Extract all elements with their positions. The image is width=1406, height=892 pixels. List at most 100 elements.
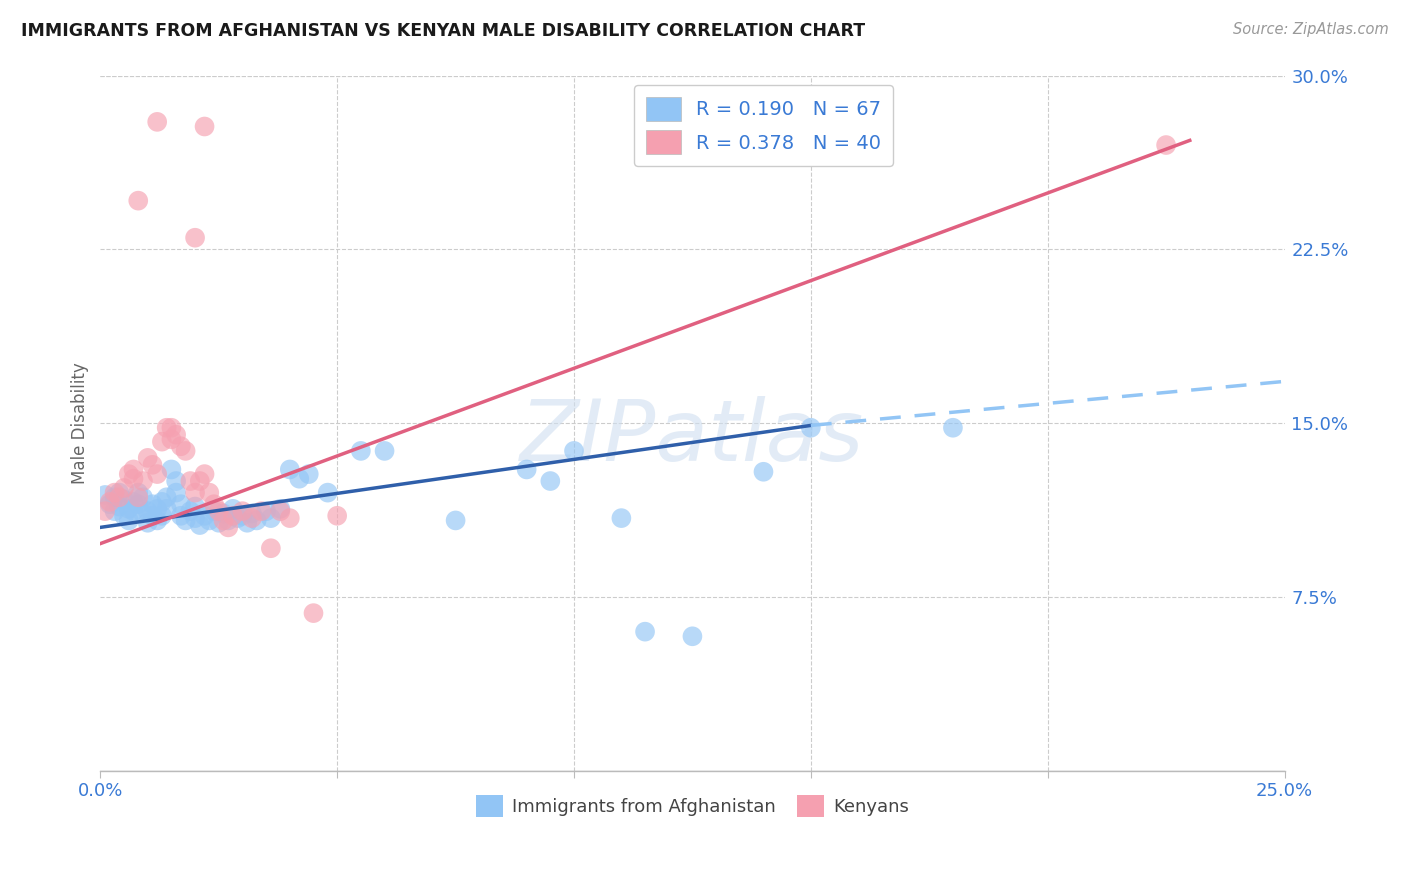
Point: [278, 462, 301, 476]
Point: [146, 501, 169, 516]
Point: [165, 474, 187, 488]
Point: [141, 458, 163, 472]
Point: [269, 504, 291, 518]
Point: [188, 474, 211, 488]
Point: [246, 513, 269, 527]
Point: [198, 513, 221, 527]
Point: [160, 433, 183, 447]
Point: [634, 624, 657, 639]
Point: [127, 490, 149, 504]
Point: [538, 474, 561, 488]
Point: [240, 507, 263, 521]
Point: [326, 508, 349, 523]
Y-axis label: Male Disability: Male Disability: [72, 362, 89, 484]
Point: [108, 485, 131, 500]
Point: [260, 541, 283, 556]
Point: [118, 467, 141, 481]
Point: [174, 444, 197, 458]
Point: [350, 444, 373, 458]
Point: [165, 427, 187, 442]
Point: [146, 513, 169, 527]
Point: [202, 497, 225, 511]
Point: [254, 504, 277, 518]
Point: [198, 485, 221, 500]
Point: [193, 467, 215, 481]
Point: [150, 508, 173, 523]
Point: [193, 508, 215, 523]
Point: [141, 508, 163, 523]
Point: [374, 444, 396, 458]
Point: [236, 516, 259, 530]
Point: [165, 485, 187, 500]
Point: [103, 504, 125, 518]
Point: [160, 421, 183, 435]
Point: [150, 434, 173, 449]
Point: [156, 490, 179, 504]
Point: [122, 504, 145, 518]
Point: [132, 474, 155, 488]
Point: [184, 485, 207, 500]
Point: [188, 518, 211, 533]
Point: [103, 485, 125, 500]
Point: [150, 495, 173, 509]
Point: [212, 507, 235, 521]
Point: [288, 472, 311, 486]
Point: [94, 488, 117, 502]
Point: [208, 516, 231, 530]
Point: [127, 497, 149, 511]
Point: [132, 507, 155, 521]
Point: [122, 462, 145, 476]
Point: [1154, 138, 1177, 153]
Point: [800, 421, 823, 435]
Point: [226, 511, 249, 525]
Point: [112, 481, 135, 495]
Point: [269, 501, 291, 516]
Text: ZIPatlas: ZIPatlas: [520, 395, 865, 478]
Point: [681, 629, 703, 643]
Point: [160, 462, 183, 476]
Point: [112, 508, 135, 523]
Point: [174, 513, 197, 527]
Point: [562, 444, 585, 458]
Point: [108, 500, 131, 514]
Point: [146, 115, 169, 129]
Point: [103, 490, 125, 504]
Point: [260, 511, 283, 525]
Point: [610, 511, 633, 525]
Point: [108, 490, 131, 504]
Point: [98, 497, 121, 511]
Point: [278, 511, 301, 525]
Point: [193, 120, 215, 134]
Text: IMMIGRANTS FROM AFGHANISTAN VS KENYAN MALE DISABILITY CORRELATION CHART: IMMIGRANTS FROM AFGHANISTAN VS KENYAN MA…: [21, 22, 865, 40]
Point: [250, 504, 273, 518]
Point: [202, 504, 225, 518]
Point: [141, 497, 163, 511]
Point: [298, 467, 321, 481]
Point: [231, 504, 253, 518]
Point: [98, 495, 121, 509]
Text: Source: ZipAtlas.com: Source: ZipAtlas.com: [1233, 22, 1389, 37]
Point: [316, 485, 339, 500]
Point: [127, 485, 149, 500]
Point: [156, 421, 179, 435]
Point: [136, 516, 159, 530]
Point: [122, 472, 145, 486]
Point: [208, 504, 231, 518]
Point: [240, 511, 263, 525]
Point: [212, 513, 235, 527]
Point: [94, 504, 117, 518]
Point: [184, 231, 207, 245]
Point: [112, 492, 135, 507]
Point: [516, 462, 538, 476]
Point: [444, 513, 467, 527]
Point: [132, 490, 155, 504]
Point: [118, 501, 141, 516]
Point: [127, 194, 149, 208]
Point: [222, 508, 245, 523]
Point: [184, 500, 207, 514]
Point: [146, 467, 169, 481]
Point: [231, 508, 253, 523]
Point: [179, 504, 201, 518]
Point: [179, 474, 201, 488]
Point: [184, 511, 207, 525]
